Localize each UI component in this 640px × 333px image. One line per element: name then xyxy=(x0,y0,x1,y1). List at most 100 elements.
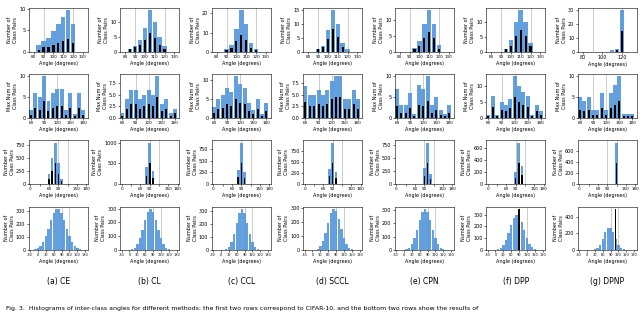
Bar xyxy=(61,106,63,118)
Bar xyxy=(510,46,512,52)
X-axis label: Angle (degrees): Angle (degrees) xyxy=(39,127,78,132)
Bar xyxy=(55,89,59,118)
X-axis label: Angle (degrees): Angle (degrees) xyxy=(496,259,535,264)
Bar xyxy=(238,84,242,118)
Bar xyxy=(51,93,55,118)
X-axis label: Angle (degrees): Angle (degrees) xyxy=(39,61,78,66)
Bar xyxy=(71,24,76,52)
Bar xyxy=(131,104,132,118)
X-axis label: Angle (degrees): Angle (degrees) xyxy=(131,127,170,132)
Bar xyxy=(152,171,154,184)
Bar xyxy=(491,96,495,118)
Bar xyxy=(243,88,246,118)
Bar xyxy=(344,109,346,118)
X-axis label: Angle (degrees): Angle (degrees) xyxy=(588,62,627,67)
Bar xyxy=(540,115,542,118)
Y-axis label: Number of
Class Pairs: Number of Class Pairs xyxy=(187,215,198,241)
Bar xyxy=(74,246,76,250)
Bar xyxy=(518,163,520,184)
Bar xyxy=(531,116,533,118)
Bar xyxy=(505,112,507,118)
Bar xyxy=(67,39,69,52)
Bar xyxy=(526,96,530,118)
Bar xyxy=(225,88,229,118)
Y-axis label: Number of
Class Pairs: Number of Class Pairs xyxy=(553,149,564,175)
Bar xyxy=(60,89,63,118)
Bar xyxy=(54,143,56,184)
Bar xyxy=(160,238,162,250)
Bar xyxy=(520,31,522,52)
Bar xyxy=(161,111,163,118)
Bar xyxy=(514,97,516,118)
Bar xyxy=(34,249,36,250)
Bar xyxy=(327,223,330,250)
Bar xyxy=(505,49,507,52)
Bar xyxy=(36,45,41,52)
Bar xyxy=(438,49,440,52)
Bar xyxy=(316,49,320,52)
Bar xyxy=(522,175,523,184)
Bar xyxy=(422,106,424,118)
Bar xyxy=(72,43,74,52)
Bar xyxy=(58,173,59,184)
X-axis label: Angle (degrees): Angle (degrees) xyxy=(314,127,352,132)
Bar xyxy=(504,105,508,118)
Bar xyxy=(426,77,429,118)
Bar xyxy=(319,246,321,250)
Bar xyxy=(165,248,168,250)
Bar xyxy=(156,77,159,118)
Bar xyxy=(47,101,51,118)
Bar xyxy=(51,158,54,184)
X-axis label: Angle (degrees): Angle (degrees) xyxy=(222,193,261,198)
Bar xyxy=(42,41,46,52)
Bar xyxy=(429,173,432,184)
Bar xyxy=(518,10,523,52)
Bar xyxy=(594,249,596,250)
Bar xyxy=(427,163,428,184)
Bar xyxy=(331,10,335,52)
Y-axis label: Max Num of
Class Pairs: Max Num of Class Pairs xyxy=(373,81,383,111)
Bar xyxy=(125,100,129,118)
Text: (g) DPNP: (g) DPNP xyxy=(590,277,625,286)
Bar xyxy=(330,213,332,250)
Text: Fig. 3.  Histograms of inter-class angles for different methods: the first two r: Fig. 3. Histograms of inter-class angles… xyxy=(6,306,479,311)
Bar xyxy=(405,249,408,250)
Bar xyxy=(248,111,250,118)
Bar xyxy=(143,106,145,118)
Bar xyxy=(332,208,335,250)
Bar xyxy=(120,113,124,118)
Bar xyxy=(413,114,417,118)
Bar xyxy=(534,105,538,118)
Y-axis label: Number of
Class Pairs: Number of Class Pairs xyxy=(282,17,292,43)
Bar xyxy=(340,229,342,250)
Y-axis label: Number of
Class Pairs: Number of Class Pairs xyxy=(370,215,381,241)
Bar xyxy=(257,109,259,118)
Bar xyxy=(152,212,154,250)
Bar xyxy=(134,47,136,52)
Bar xyxy=(342,47,344,52)
Bar xyxy=(523,230,525,250)
Bar xyxy=(424,208,426,250)
Bar xyxy=(225,249,227,250)
Bar xyxy=(612,232,614,250)
Bar xyxy=(497,249,499,250)
Bar xyxy=(515,178,516,184)
Bar xyxy=(332,29,334,52)
Bar xyxy=(596,248,598,250)
Bar xyxy=(128,49,132,52)
Y-axis label: Number of
Class Pairs: Number of Class Pairs xyxy=(556,17,566,43)
Bar xyxy=(604,232,607,250)
Bar xyxy=(332,143,334,184)
Bar xyxy=(623,249,625,250)
Bar xyxy=(430,179,431,184)
Bar xyxy=(524,22,528,52)
Bar xyxy=(148,104,150,118)
Bar xyxy=(163,46,167,52)
Bar xyxy=(496,116,498,118)
Bar xyxy=(52,45,54,52)
Bar xyxy=(237,177,239,184)
Bar xyxy=(418,105,420,118)
Bar xyxy=(348,109,350,118)
Bar xyxy=(156,97,159,118)
Bar xyxy=(620,248,622,250)
